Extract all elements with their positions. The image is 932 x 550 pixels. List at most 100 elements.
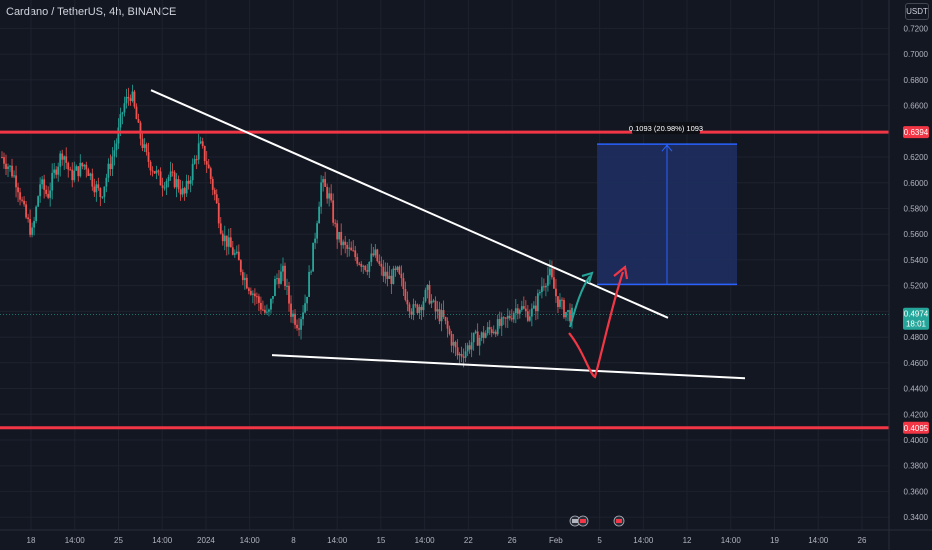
candle xyxy=(551,268,553,278)
last-price-badge xyxy=(903,307,929,330)
candle xyxy=(127,96,130,99)
candle xyxy=(91,173,94,187)
candle xyxy=(7,166,9,169)
candle xyxy=(565,312,567,318)
candle xyxy=(51,172,54,191)
candle xyxy=(125,96,128,104)
currency-button[interactable]: USDT xyxy=(905,3,929,20)
candle xyxy=(378,261,381,264)
candle xyxy=(330,193,333,201)
candle xyxy=(494,331,497,335)
candle xyxy=(67,162,70,170)
x-tick-label: 25 xyxy=(114,536,123,545)
candle xyxy=(55,169,58,175)
x-tick-label: 14:00 xyxy=(240,536,261,545)
candle xyxy=(53,169,56,173)
time-axis: 18 14:00 25 14:00 2024 14:00 8 14:00 15 14:00 22 26… xyxy=(0,529,932,545)
green-arrow-head xyxy=(581,271,594,284)
candle xyxy=(209,168,212,179)
x-tick-label: 8 xyxy=(291,536,296,545)
candle xyxy=(434,300,437,312)
candle xyxy=(472,332,475,343)
x-tick-label: 18 xyxy=(27,536,36,545)
x-tick-label: 15 xyxy=(376,536,385,545)
candle xyxy=(95,184,98,193)
candle xyxy=(171,171,174,173)
candle xyxy=(153,171,156,174)
candle xyxy=(530,308,533,317)
candle xyxy=(201,141,204,147)
candle xyxy=(512,313,515,320)
candle xyxy=(432,300,435,302)
candle xyxy=(268,309,270,312)
x-tick-label: 14:00 xyxy=(327,536,348,545)
candle xyxy=(306,296,308,304)
x-tick-label: 19 xyxy=(770,536,779,545)
candle xyxy=(398,266,401,274)
candle xyxy=(63,156,66,160)
candle xyxy=(233,253,236,255)
candle xyxy=(249,290,252,295)
candle xyxy=(145,144,148,153)
trendline-lower[interactable] xyxy=(271,354,746,380)
x-tick-label: 2024 xyxy=(197,536,215,545)
candle xyxy=(540,286,543,293)
candle xyxy=(294,313,296,325)
candle xyxy=(189,180,192,184)
candle xyxy=(360,263,363,267)
candle xyxy=(274,279,276,297)
candle xyxy=(412,304,415,315)
candle xyxy=(87,169,90,176)
candle xyxy=(262,309,264,311)
candle xyxy=(500,317,503,326)
candle xyxy=(187,180,190,184)
grid xyxy=(0,0,889,530)
candle xyxy=(350,247,353,251)
candle xyxy=(336,223,339,240)
candle xyxy=(85,164,88,170)
x-tick-label: 14:00 xyxy=(152,536,173,545)
candle xyxy=(113,150,116,157)
candle xyxy=(89,173,92,176)
candle xyxy=(342,241,345,246)
candle xyxy=(167,176,170,181)
measure-arrow-head xyxy=(661,144,673,152)
candle xyxy=(318,206,321,224)
candle xyxy=(388,275,391,279)
candle xyxy=(470,342,473,350)
candle xyxy=(498,319,501,326)
candle xyxy=(553,277,555,289)
candle xyxy=(69,169,72,171)
candle xyxy=(29,219,31,235)
candle xyxy=(193,159,196,164)
candle xyxy=(227,237,230,247)
candle xyxy=(392,268,395,284)
trendline-upper[interactable] xyxy=(150,89,669,319)
candle xyxy=(561,299,563,301)
candle xyxy=(428,284,431,304)
candle xyxy=(382,266,385,277)
candle xyxy=(157,170,160,172)
candle xyxy=(484,333,487,338)
horizontal-levels xyxy=(0,130,889,430)
x-tick-label: Feb xyxy=(549,536,563,545)
level-badge-label: 0.6394 xyxy=(904,128,929,137)
candle xyxy=(25,204,27,218)
candle xyxy=(253,293,256,297)
candle xyxy=(414,304,417,306)
candle xyxy=(364,265,367,271)
candle xyxy=(390,275,393,284)
candle xyxy=(115,143,118,151)
candle xyxy=(366,270,369,272)
candle xyxy=(522,306,525,309)
candle xyxy=(221,233,224,242)
red-arrow-head xyxy=(613,264,629,280)
candle xyxy=(219,223,222,234)
candle xyxy=(520,306,523,311)
candle xyxy=(65,156,68,163)
candle xyxy=(372,253,375,256)
candle xyxy=(109,163,112,170)
candle xyxy=(203,146,206,162)
x-tick-label: 14:00 xyxy=(65,536,86,545)
